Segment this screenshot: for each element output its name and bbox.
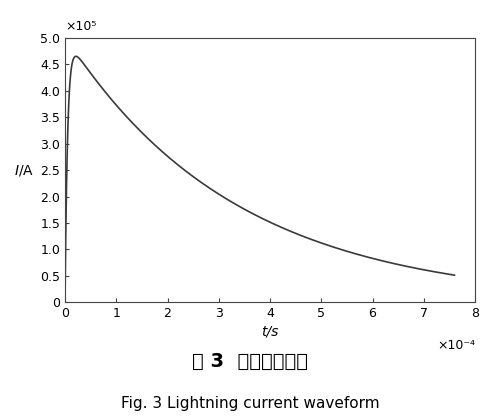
Y-axis label: $I$/A: $I$/A [14, 163, 34, 178]
X-axis label: t/s: t/s [262, 324, 278, 339]
Text: ×10⁵: ×10⁵ [65, 19, 96, 32]
Text: ×10⁻⁴: ×10⁻⁴ [437, 339, 475, 352]
Text: Fig. 3 Lightning current waveform: Fig. 3 Lightning current waveform [120, 396, 380, 411]
Text: 图 3  雷电流波形图: 图 3 雷电流波形图 [192, 352, 308, 371]
